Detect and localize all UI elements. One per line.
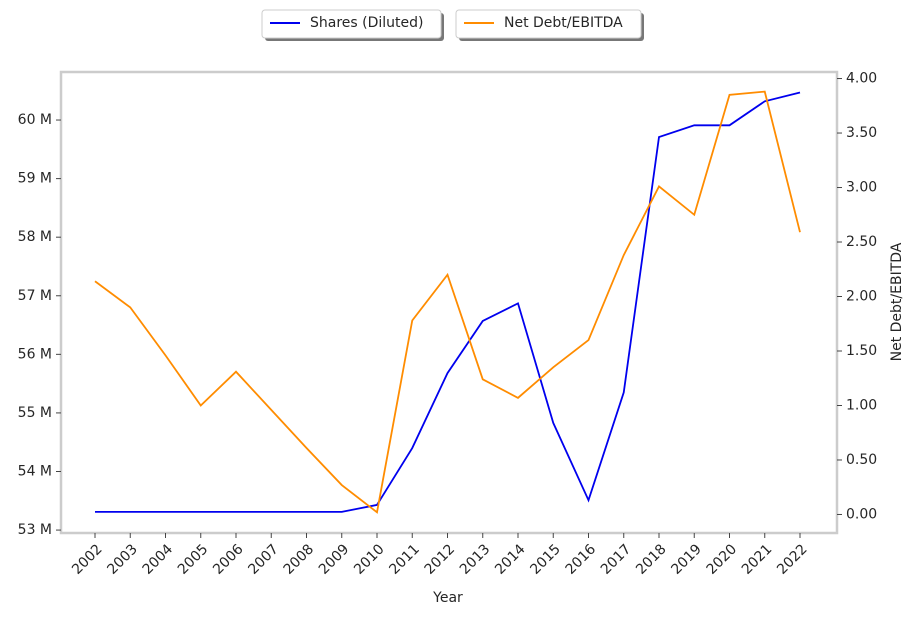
x-tick-label: 2009 xyxy=(316,541,353,578)
y-tick-label: 59 M xyxy=(18,171,52,187)
legend-item: Net Debt/EBITDA xyxy=(455,9,644,41)
x-tick-label: 2011 xyxy=(386,541,423,578)
series-line xyxy=(94,90,801,514)
y-tick-label: 53 M xyxy=(18,522,52,538)
y-tick-label: 55 M xyxy=(18,405,52,421)
y-tick-label: 54 M xyxy=(18,463,52,479)
y2-tick-label: 2.50 xyxy=(846,234,877,250)
x-tick-label: 2010 xyxy=(351,541,388,578)
plot-frame xyxy=(59,70,839,535)
y-tick-label: 57 M xyxy=(18,288,52,304)
y2-tick-label: 0.00 xyxy=(846,506,877,522)
y2-tick-label: 3.00 xyxy=(846,180,877,196)
y2-tick-label: 4.00 xyxy=(846,71,877,87)
legend-box xyxy=(455,9,642,39)
y2-tick-label: 1.50 xyxy=(846,343,877,359)
x-tick-label: 2002 xyxy=(69,541,106,578)
x-tick-label: 2015 xyxy=(527,541,564,578)
x-axis-label: Year xyxy=(432,590,463,606)
legend-box xyxy=(261,9,442,39)
x-tick-label: 2012 xyxy=(422,541,459,578)
legend-item: Shares (Diluted) xyxy=(261,9,444,41)
x-tick-label: 2017 xyxy=(598,541,635,578)
x-tick-label: 2005 xyxy=(175,541,212,578)
legend-label: Net Debt/EBITDA xyxy=(504,15,623,31)
y2-tick-label: 2.00 xyxy=(846,289,877,305)
x-tick-label: 2016 xyxy=(563,541,600,578)
y2-axis-label: Net Debt/EBITDA xyxy=(889,242,905,361)
x-tick-label: 2021 xyxy=(739,541,776,578)
legend-label: Shares (Diluted) xyxy=(310,15,424,31)
x-tick-label: 2020 xyxy=(704,541,741,578)
x-tick-label: 2022 xyxy=(774,541,811,578)
x-tick-label: 2007 xyxy=(245,541,282,578)
y2-tick-label: 1.00 xyxy=(846,397,877,413)
y2-tick-label: 3.50 xyxy=(846,125,877,141)
x-tick-label: 2014 xyxy=(492,541,529,578)
y-tick-label: 56 M xyxy=(18,346,52,362)
x-tick-label: 2019 xyxy=(668,541,705,578)
x-tick-label: 2013 xyxy=(457,541,494,578)
series-line xyxy=(95,91,801,513)
x-tick-label: 2006 xyxy=(210,541,247,578)
x-tick-label: 2003 xyxy=(104,541,141,578)
x-tick-label: 2004 xyxy=(140,541,177,578)
y2-tick-label: 0.50 xyxy=(846,452,877,468)
x-tick-label: 2008 xyxy=(281,541,318,578)
y-tick-label: 58 M xyxy=(18,229,52,245)
x-tick-label: 2018 xyxy=(633,541,670,578)
y-tick-label: 60 M xyxy=(18,112,52,128)
